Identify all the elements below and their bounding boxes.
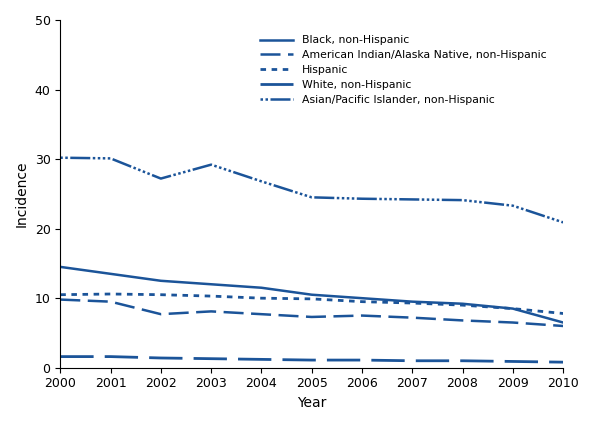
X-axis label: Year: Year — [297, 396, 326, 410]
Legend: Black, non-Hispanic, American Indian/Alaska Native, non-Hispanic, Hispanic, Whit: Black, non-Hispanic, American Indian/Ala… — [254, 29, 552, 111]
Y-axis label: Incidence: Incidence — [15, 161, 29, 227]
